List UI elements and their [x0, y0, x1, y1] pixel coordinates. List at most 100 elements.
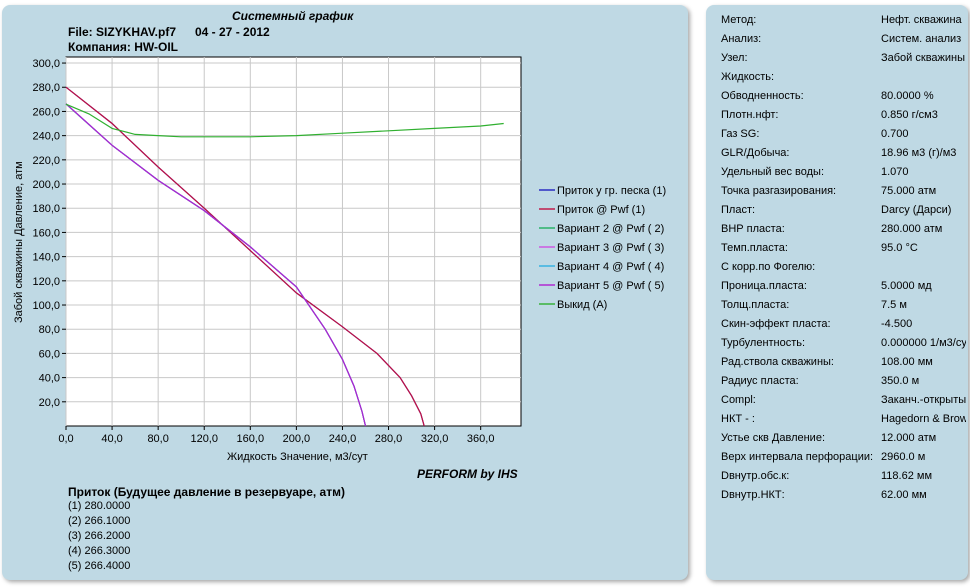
prop-label: Скин-эффект пласта:	[721, 318, 831, 330]
x-tick-label: 0,0	[58, 433, 73, 445]
prop-label: Удельный вес воды:	[721, 166, 825, 178]
prop-value: 62.00 мм	[881, 489, 927, 501]
prop-value: Darcy (Дарси)	[881, 204, 952, 216]
prop-value: 0.850 г/см3	[881, 109, 938, 121]
series-line	[65, 103, 367, 427]
prop-label: Плотн.нфт:	[721, 109, 779, 121]
x-tick-label: 120,0	[190, 433, 218, 445]
y-tick-label: 20,0	[39, 397, 60, 409]
prop-label: Compl:	[721, 394, 756, 406]
prop-value: 5.0000 мд	[881, 280, 932, 292]
y-tick-label: 200,0	[32, 179, 60, 191]
legend-label: Приток @ Pwf (1)	[557, 204, 645, 216]
prop-row-reservoir-radius: Радиус пласта: 350.0 м	[706, 375, 968, 394]
prop-value: 350.0 м	[881, 375, 920, 387]
prop-label: Проница.пласта:	[721, 280, 807, 292]
prop-value: 0.000000 1/м3/сут	[881, 337, 966, 349]
y-tick-label: 140,0	[32, 252, 60, 264]
y-tick-label: 260,0	[32, 106, 60, 118]
prop-row-watercut: Обводненность: 80.0000 %	[706, 90, 968, 109]
prop-label: Метод:	[721, 14, 757, 26]
prop-value: Hagedorn & Brown	[881, 413, 966, 425]
chart-panel: Системный график File: SIZYKHAV.pf7 04 -…	[2, 5, 688, 580]
chart-title: Системный график	[232, 9, 354, 23]
prop-label: НКТ - :	[721, 413, 755, 425]
prop-label: Dвнутр.обс.к:	[721, 470, 790, 482]
perform-footer: PERFORM by IHS	[417, 467, 518, 481]
prop-value: Систем. анализ	[881, 33, 962, 45]
prop-row-wellbore-radius: Рад.ствола скважины: 108.00 мм	[706, 356, 968, 375]
prop-label: Темп.пласта:	[721, 242, 788, 254]
series-group	[65, 86, 504, 427]
plot-area	[65, 56, 522, 427]
prop-row-casing-id: Dвнутр.обс.к: 118.62 мм	[706, 470, 968, 489]
prop-value: 75.000 атм	[881, 185, 937, 197]
y-tick-label: 180,0	[32, 203, 60, 215]
x-tick-label: 320,0	[421, 433, 449, 445]
legend-label: Приток у гр. песка (1)	[557, 185, 666, 197]
inflow-title: Приток (Будущее давление в резервуаре, а…	[68, 485, 345, 499]
prop-label: Радиус пласта:	[721, 375, 799, 387]
prop-value: 12.000 атм	[881, 432, 937, 444]
prop-row-turbulence: Турбулентность: 0.000000 1/м3/сут	[706, 337, 968, 356]
prop-value: Заканч.-открытый	[881, 394, 966, 406]
prop-value: Забой скважины	[881, 52, 966, 64]
prop-label: Толщ.пласта:	[721, 299, 790, 311]
prop-row-tubing: НКТ - : Hagedorn & Brown	[706, 413, 968, 432]
y-tick-label: 80,0	[39, 324, 60, 336]
prop-row-permeability: Проница.пласта: 5.0000 мд	[706, 280, 968, 299]
x-tick-label: 80,0	[147, 433, 168, 445]
prop-value: 118.62 мм	[881, 470, 933, 482]
prop-label: Анализ:	[721, 33, 762, 45]
prop-label: Узел:	[721, 52, 748, 64]
prop-row-vogel: С корр.по Фогелю:	[706, 261, 968, 280]
prop-label: Рад.ствола скважины:	[721, 356, 834, 368]
y-tick-label: 280,0	[32, 82, 60, 94]
y-tick-label: 40,0	[39, 373, 60, 385]
file-date: 04 - 27 - 2012	[195, 25, 270, 39]
inflow-row: (3) 266.2000	[68, 530, 131, 542]
x-tick-label: 40,0	[101, 433, 122, 445]
prop-row-perforation-top: Верх интервала перфорации: 2960.0 м	[706, 451, 968, 470]
legend-label: Вариант 4 @ Pwf ( 4)	[557, 261, 664, 273]
x-tick-label: 240,0	[329, 433, 357, 445]
inflow-row: (4) 266.3000	[68, 545, 131, 557]
prop-label: Верх интервала перфорации:	[721, 451, 874, 463]
prop-row-wellhead-pressure: Устье скв Давление: 12.000 атм	[706, 432, 968, 451]
prop-row-node: Узел: Забой скважины	[706, 52, 968, 71]
y-tick-label: 120,0	[32, 276, 60, 288]
company-name: Компания: HW-OIL	[68, 40, 178, 54]
x-tick-label: 360,0	[467, 433, 495, 445]
file-name: File: SIZYKHAV.pf7	[68, 25, 177, 39]
prop-label: С корр.по Фогелю:	[721, 261, 816, 273]
prop-value: 0.700	[881, 128, 909, 140]
prop-label: Устье скв Давление:	[721, 432, 825, 444]
y-axis-label: Забой скважины Давление, атм	[13, 161, 25, 323]
prop-value: 108.00 мм	[881, 356, 933, 368]
prop-row-gas-sg: Газ SG: 0.700	[706, 128, 968, 147]
prop-row-method: Метод: Нефт. скважина	[706, 14, 968, 33]
prop-row-skin: Скин-эффект пласта: -4.500	[706, 318, 968, 337]
legend-label: Вариант 5 @ Pwf ( 5)	[557, 280, 664, 292]
y-tick-label: 100,0	[32, 300, 60, 312]
prop-label: Жидкость:	[721, 71, 775, 83]
prop-label: ВНР пласта:	[721, 223, 785, 235]
tick-labels: 0,0 40,0 80,0 120,0 160,0 200,0 240,0 280,0 320,…	[32, 58, 494, 445]
legend-label: Выкид (A)	[557, 299, 607, 311]
x-tick-label: 280,0	[375, 433, 403, 445]
y-tick-label: 300,0	[32, 58, 60, 70]
y-tick-label: 220,0	[32, 155, 60, 167]
y-tick-label: 240,0	[32, 131, 60, 143]
y-tick-label: 160,0	[32, 227, 60, 239]
prop-row-analysis: Анализ: Систем. анализ	[706, 33, 968, 52]
prop-label: Точка разгазирования:	[721, 185, 837, 197]
prop-row-fluid: Жидкость:	[706, 71, 968, 90]
prop-value: -4.500	[881, 318, 913, 330]
prop-row-bubble-point: Точка разгазирования: 75.000 атм	[706, 185, 968, 204]
prop-row-reservoir-temp: Темп.пласта: 95.0 °C	[706, 242, 968, 261]
grid	[62, 57, 521, 430]
prop-value: 7.5 м	[881, 299, 907, 311]
prop-label: Dвнутр.НКТ:	[721, 489, 785, 501]
y-tick-label: 60,0	[39, 348, 60, 360]
prop-value: 18.96 м3 (г)/м3	[881, 147, 957, 159]
